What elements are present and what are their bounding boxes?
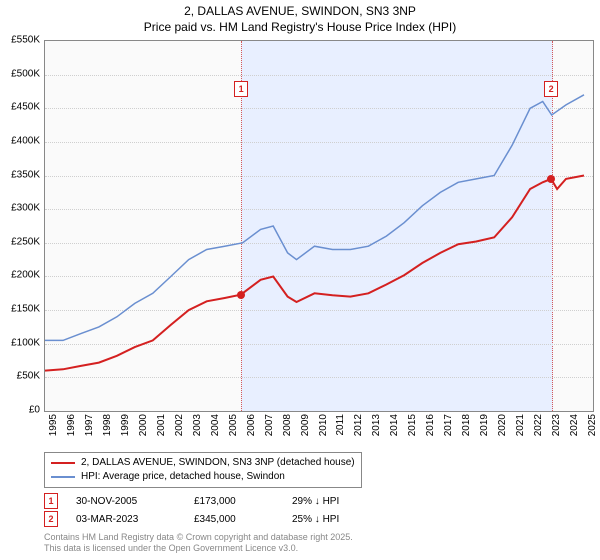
- sale-diff: 25% ↓ HPI: [292, 514, 372, 525]
- sale-row: 2 03-MAR-2023 £345,000 25% ↓ HPI: [44, 510, 372, 528]
- x-tick-label: 2021: [515, 414, 526, 436]
- sale-point-dot: [547, 175, 555, 183]
- y-tick-label: £550K: [0, 35, 40, 46]
- sale-date: 03-MAR-2023: [76, 514, 176, 525]
- y-tick-label: £0: [0, 405, 40, 416]
- x-tick-label: 2012: [353, 414, 364, 436]
- sale-price: £173,000: [194, 496, 274, 507]
- x-tick-label: 2009: [300, 414, 311, 436]
- x-tick-label: 2008: [282, 414, 293, 436]
- x-tick-label: 2003: [192, 414, 203, 436]
- title-line-2: Price paid vs. HM Land Registry's House …: [0, 20, 600, 36]
- y-tick-label: £200K: [0, 270, 40, 281]
- footer: Contains HM Land Registry data © Crown c…: [44, 532, 353, 554]
- x-tick-label: 2002: [174, 414, 185, 436]
- x-tick-label: 2010: [318, 414, 329, 436]
- legend-row: 2, DALLAS AVENUE, SWINDON, SN3 3NP (deta…: [51, 456, 355, 470]
- line-series-svg: [45, 41, 593, 411]
- y-tick-label: £150K: [0, 304, 40, 315]
- x-tick-label: 2001: [156, 414, 167, 436]
- sale-row-marker: 2: [44, 511, 58, 527]
- x-tick-label: 2006: [246, 414, 257, 436]
- sale-date: 30-NOV-2005: [76, 496, 176, 507]
- x-tick-label: 2019: [479, 414, 490, 436]
- x-tick-label: 2025: [587, 414, 598, 436]
- legend-swatch: [51, 476, 75, 478]
- sale-row: 1 30-NOV-2005 £173,000 29% ↓ HPI: [44, 492, 372, 510]
- plot-area: 12: [44, 40, 594, 412]
- x-tick-label: 1997: [84, 414, 95, 436]
- legend-swatch: [51, 462, 75, 464]
- y-tick-label: £450K: [0, 102, 40, 113]
- series-hpi: [45, 95, 584, 341]
- x-tick-label: 2016: [425, 414, 436, 436]
- x-tick-label: 2024: [569, 414, 580, 436]
- x-tick-label: 1999: [120, 414, 131, 436]
- x-tick-label: 2014: [389, 414, 400, 436]
- legend: 2, DALLAS AVENUE, SWINDON, SN3 3NP (deta…: [44, 452, 362, 488]
- series-price_paid: [45, 176, 584, 371]
- legend-label: HPI: Average price, detached house, Swin…: [81, 470, 285, 484]
- x-tick-label: 1998: [102, 414, 113, 436]
- sale-marker-box: 2: [544, 81, 558, 97]
- x-tick-label: 2004: [210, 414, 221, 436]
- x-tick-label: 2015: [407, 414, 418, 436]
- x-tick-label: 1996: [66, 414, 77, 436]
- sale-diff: 29% ↓ HPI: [292, 496, 372, 507]
- x-tick-label: 2017: [443, 414, 454, 436]
- x-tick-label: 2018: [461, 414, 472, 436]
- x-tick-label: 2013: [371, 414, 382, 436]
- sale-row-marker: 1: [44, 493, 58, 509]
- y-tick-label: £250K: [0, 236, 40, 247]
- y-tick-label: £300K: [0, 203, 40, 214]
- legend-row: HPI: Average price, detached house, Swin…: [51, 470, 355, 484]
- y-tick-label: £350K: [0, 169, 40, 180]
- chart-container: 2, DALLAS AVENUE, SWINDON, SN3 3NP Price…: [0, 0, 600, 560]
- footer-line-1: Contains HM Land Registry data © Crown c…: [44, 532, 353, 543]
- x-tick-label: 1995: [48, 414, 59, 436]
- sale-rows: 1 30-NOV-2005 £173,000 29% ↓ HPI 2 03-MAR-202…: [44, 492, 372, 528]
- y-tick-label: £400K: [0, 135, 40, 146]
- x-tick-label: 2007: [264, 414, 275, 436]
- sale-marker-box: 1: [234, 81, 248, 97]
- y-tick-label: £500K: [0, 68, 40, 79]
- x-tick-label: 2020: [497, 414, 508, 436]
- x-tick-label: 2022: [533, 414, 544, 436]
- x-tick-label: 2005: [228, 414, 239, 436]
- x-tick-label: 2023: [551, 414, 562, 436]
- title-line-1: 2, DALLAS AVENUE, SWINDON, SN3 3NP: [0, 4, 600, 20]
- chart-title: 2, DALLAS AVENUE, SWINDON, SN3 3NP Price…: [0, 0, 600, 37]
- x-tick-label: 2000: [138, 414, 149, 436]
- sale-point-dot: [237, 291, 245, 299]
- sale-price: £345,000: [194, 514, 274, 525]
- y-tick-label: £50K: [0, 371, 40, 382]
- y-tick-label: £100K: [0, 337, 40, 348]
- legend-label: 2, DALLAS AVENUE, SWINDON, SN3 3NP (deta…: [81, 456, 355, 470]
- footer-line-2: This data is licensed under the Open Gov…: [44, 543, 353, 554]
- x-tick-label: 2011: [335, 414, 346, 436]
